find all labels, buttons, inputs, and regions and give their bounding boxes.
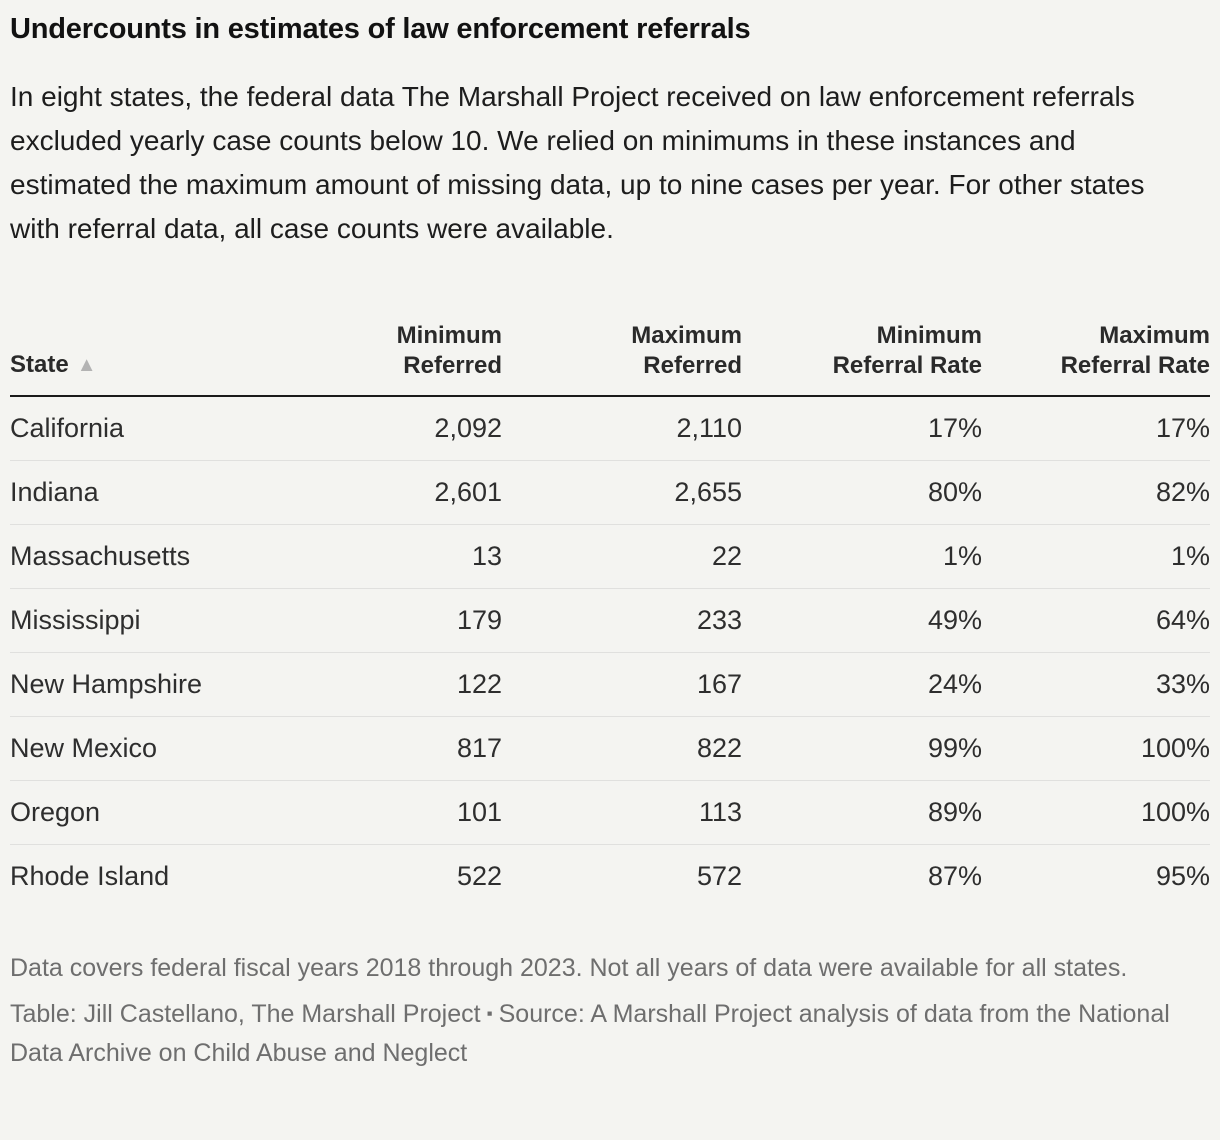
cell-state: New Mexico <box>10 716 262 781</box>
cell-maximum-referral-rate: 64% <box>982 588 1210 653</box>
cell-minimum-referred: 2,092 <box>262 395 502 461</box>
referrals-table: State ▲ Minimum Referred Maximum Referred… <box>10 320 1210 908</box>
cell-minimum-referral-rate: 80% <box>742 460 982 525</box>
cell-state: Rhode Island <box>10 860 170 891</box>
table-row: Mississippi 179 233 49% 64% <box>10 588 1210 653</box>
cell-state: Indiana <box>10 460 262 525</box>
data-note: Data covers federal fiscal years 2018 th… <box>10 953 1128 982</box>
cell-state: Mississippi <box>10 588 262 653</box>
table-credit: Table: Jill Castellano, The Marshall Pro… <box>10 999 481 1028</box>
cell-state: Massachusetts <box>10 524 262 589</box>
cell-minimum-referral-rate: 1% <box>742 524 982 589</box>
page-title: Undercounts in estimates of law enforcem… <box>10 13 751 45</box>
table-row: Rhode Island 522 572 87% 95% <box>10 844 1210 908</box>
cell-maximum-referral-rate: 100% <box>982 780 1210 845</box>
cell-minimum-referred: 13 <box>262 524 502 589</box>
table-row: California 2,092 2,110 17% 17% <box>10 395 1210 461</box>
cell-minimum-referred: 122 <box>262 652 502 717</box>
table-row: Oregon 101 113 89% 100% <box>10 780 1210 845</box>
cell-minimum-referred: 817 <box>262 716 502 781</box>
cell-maximum-referral-rate: 82% <box>982 460 1210 525</box>
cell-maximum-referred: 113 <box>502 780 742 845</box>
cell-maximum-referred: 2,655 <box>502 460 742 525</box>
table-row: New Hampshire 122 167 24% 33% <box>10 652 1210 717</box>
sort-ascending-icon: ▲ <box>76 353 97 376</box>
column-header-maximum-referral-rate[interactable]: Maximum Referral Rate <box>982 320 1210 397</box>
cell-maximum-referred: 822 <box>502 716 742 781</box>
cell-minimum-referred: 101 <box>262 780 502 845</box>
column-header-state-label: State <box>10 350 69 378</box>
table-row: Indiana 2,601 2,655 80% 82% <box>10 460 1210 525</box>
cell-minimum-referral-rate: 49% <box>742 588 982 653</box>
cell-minimum-referred: 179 <box>262 588 502 653</box>
cell-maximum-referred: 167 <box>502 652 742 717</box>
cell-maximum-referred: 572 <box>696 860 742 891</box>
column-header-state[interactable]: State ▲ <box>10 320 262 397</box>
column-header-minimum-referred[interactable]: Minimum Referred <box>262 320 502 397</box>
table-row: New Mexico 817 822 99% 100% <box>10 716 1210 781</box>
cell-maximum-referred: 2,110 <box>502 395 742 461</box>
cell-state: Oregon <box>10 780 262 845</box>
credit-separator-icon: ▪ <box>486 1003 493 1023</box>
cell-maximum-referral-rate: 17% <box>982 395 1210 461</box>
cell-state: New Hampshire <box>10 652 262 717</box>
table-body: California 2,092 2,110 17% 17% Indiana 2,601 2,… <box>10 395 1210 908</box>
table-notes: Data covers federal fiscal years 2018 th… <box>10 950 1190 1072</box>
cell-state: California <box>10 395 262 461</box>
cell-maximum-referral-rate: 1% <box>982 524 1210 589</box>
credit-line: Table: Jill Castellano, The Marshall Pro… <box>10 996 1190 1072</box>
cell-minimum-referral-rate: 89% <box>742 780 982 845</box>
cell-minimum-referred: 522 <box>456 860 502 891</box>
intro-paragraph: In eight states, the federal data The Ma… <box>10 80 1145 244</box>
source-credit: Source: A Marshall Project analysis of d… <box>10 999 1170 1067</box>
cell-maximum-referral-rate: 95% <box>1155 860 1210 891</box>
cell-minimum-referred: 2,601 <box>262 460 502 525</box>
cell-minimum-referral-rate: 99% <box>742 716 982 781</box>
table-header: State ▲ Minimum Referred Maximum Referred… <box>10 320 1210 397</box>
cell-maximum-referral-rate: 33% <box>982 652 1210 717</box>
cell-maximum-referred: 22 <box>502 524 742 589</box>
table-row: Massachusetts 13 22 1% 1% <box>10 524 1210 589</box>
cell-minimum-referral-rate: 17% <box>742 395 982 461</box>
column-header-maximum-referred[interactable]: Maximum Referred <box>502 320 742 397</box>
cell-minimum-referral-rate: 87% <box>927 860 982 891</box>
column-header-minimum-referral-rate[interactable]: Minimum Referral Rate <box>742 320 982 397</box>
cell-maximum-referred: 233 <box>502 588 742 653</box>
cell-minimum-referral-rate: 24% <box>742 652 982 717</box>
cell-maximum-referral-rate: 100% <box>982 716 1210 781</box>
